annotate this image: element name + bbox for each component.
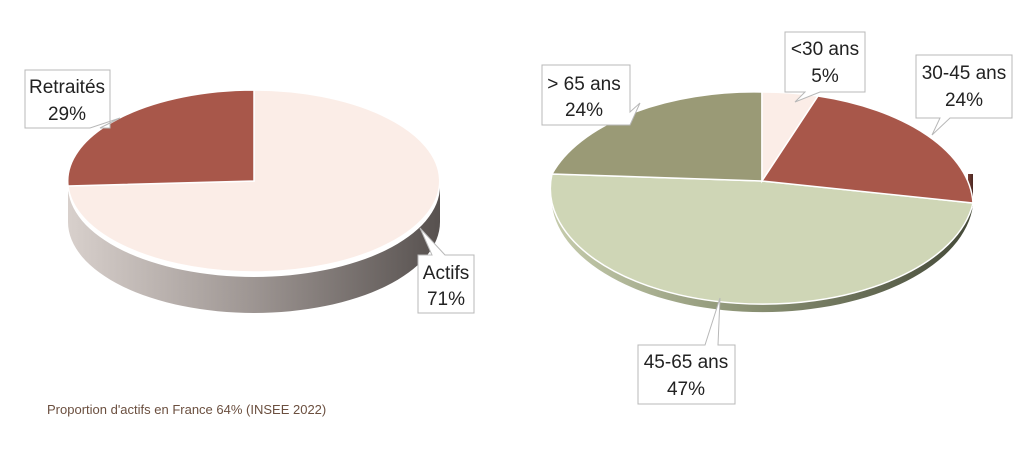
pie-slice-45-65-ans [549,173,974,305]
label-30-45-percent: 24% [945,90,983,111]
label-over-65-name: > 65 ans [547,74,620,95]
label-under-30-percent: 5% [811,66,839,87]
label-over-65: > 65 ans 24% [541,64,641,126]
pie-slice-30-45-ans [760,95,974,204]
label-actifs: Actifs 71% [417,227,475,314]
label-retraites-percent: 29% [48,104,86,125]
pie-slice-actifs [67,89,441,273]
label-under-30: <30 ans 5% [784,31,866,103]
label-45-65-name: 45-65 ans [644,352,729,373]
left-pie-side-actifs [68,186,440,313]
label-30-45: 30-45 ans 24% [915,54,1013,136]
label-30-45-name: 30-45 ans [922,63,1007,84]
label-actifs-name: Actifs [423,263,469,284]
label-45-65: 45-65 ans 47% [637,297,736,405]
label-retraites-name: Retraités [29,77,105,98]
footnote: Proportion d'actifs en France 64% (INSEE… [47,402,327,417]
label-under-30-name: <30 ans [791,39,859,60]
label-retraites: Retraités 29% [24,69,121,129]
label-actifs-percent: 71% [427,289,465,310]
label-45-65-percent: 47% [667,379,705,400]
label-over-65-percent: 24% [565,100,603,121]
